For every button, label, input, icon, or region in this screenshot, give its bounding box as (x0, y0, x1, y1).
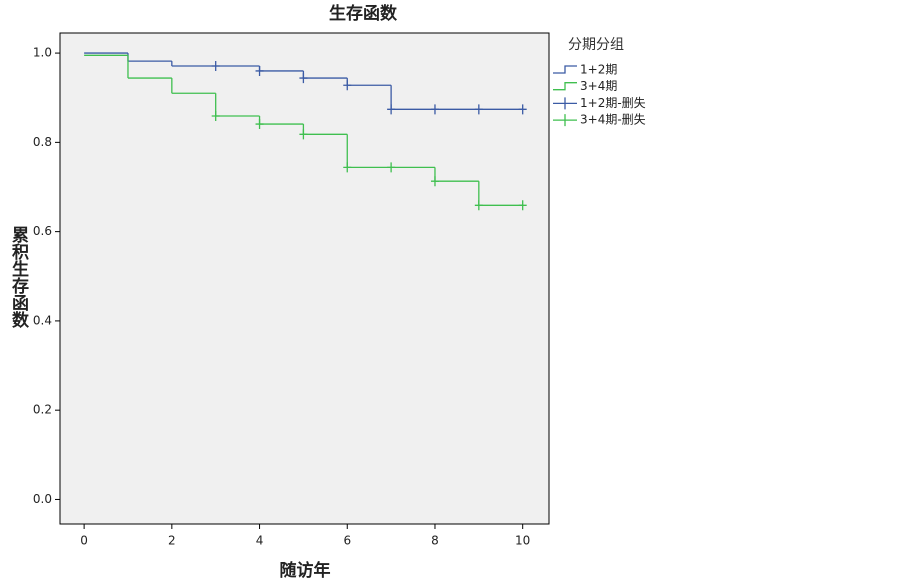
x-tick-label: 10 (515, 534, 530, 548)
x-tick-label: 6 (343, 534, 351, 548)
censor-mark (387, 162, 396, 173)
y-tick-label: 0.8 (33, 135, 52, 149)
censor-mark (430, 176, 439, 187)
censor-mark (474, 200, 483, 211)
x-tick-label: 4 (256, 534, 264, 548)
chart-title: 生存函数 (329, 3, 398, 24)
censor-mark (387, 104, 396, 115)
y-tick-label: 0.0 (33, 492, 52, 506)
censor-mark (211, 61, 220, 72)
censor-mark (343, 80, 352, 91)
legend-swatch (553, 65, 577, 74)
x-axis-label: 随访年 (280, 560, 331, 581)
y-tick-label: 0.4 (33, 313, 52, 327)
legend-label: 1+2期-删失 (580, 95, 646, 110)
x-tick-label: 0 (80, 534, 88, 548)
y-tick-label: 0.2 (33, 403, 52, 417)
legend-label: 3+4期-删失 (580, 112, 646, 127)
y-tick-label: 0.6 (33, 224, 52, 238)
censor-mark (255, 119, 264, 130)
censor-mark (255, 65, 264, 76)
legend-label: 3+4期 (580, 79, 617, 93)
x-tick-label: 8 (431, 534, 439, 548)
censor-mark (299, 129, 308, 140)
censor-mark (474, 104, 483, 115)
y-tick-label: 1.0 (33, 46, 52, 60)
censor-mark (299, 73, 308, 84)
legend-swatch (553, 114, 577, 127)
x-tick-label: 2 (168, 534, 176, 548)
censor-mark (430, 104, 439, 115)
plot-area (59, 32, 550, 525)
legend-swatch (553, 97, 577, 110)
legend-swatch (553, 82, 577, 91)
censor-mark (211, 111, 220, 122)
censor-mark (343, 162, 352, 173)
legend-label: 1+2期 (580, 63, 617, 77)
censor-mark (518, 200, 527, 211)
y-axis-label: 累积生存函数 (8, 226, 29, 329)
censor-mark (518, 104, 527, 115)
legend-title: 分期分组 (568, 37, 624, 53)
